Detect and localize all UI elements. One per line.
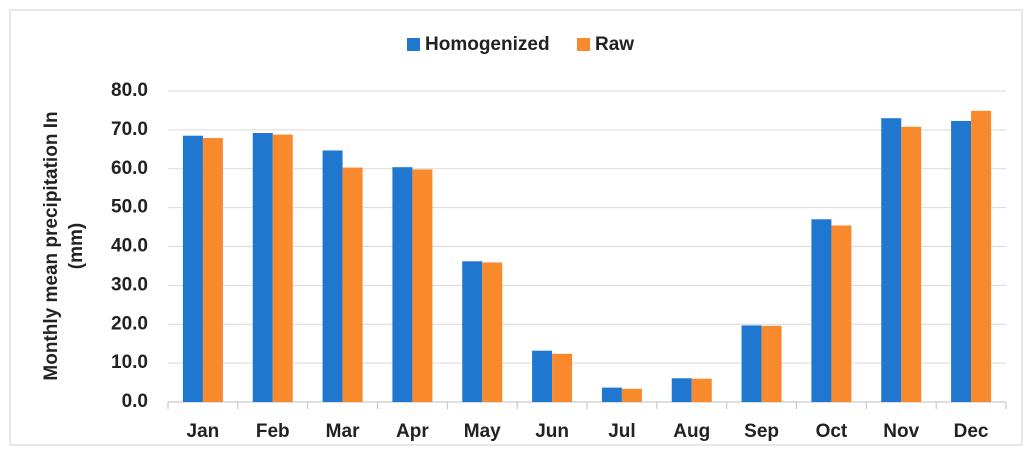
bar bbox=[412, 169, 433, 402]
legend-label: Homogenized bbox=[425, 34, 550, 55]
x-tick-label: Jan bbox=[187, 421, 220, 442]
bar bbox=[252, 132, 273, 403]
bar bbox=[552, 353, 573, 402]
bar bbox=[621, 388, 642, 402]
x-tick-label: Feb bbox=[256, 421, 290, 442]
bar bbox=[601, 387, 622, 402]
x-tick-label: Aug bbox=[673, 421, 710, 442]
x-tick-label: Oct bbox=[816, 421, 848, 442]
y-tick-label: 10.0 bbox=[111, 352, 148, 373]
x-tick-label: Dec bbox=[954, 421, 989, 442]
bar bbox=[901, 126, 922, 402]
bar bbox=[671, 378, 692, 402]
chart-border bbox=[9, 9, 1023, 446]
legend-swatch bbox=[577, 38, 590, 51]
y-axis-label: (mm) bbox=[66, 223, 87, 269]
bar bbox=[532, 350, 553, 402]
y-tick-label: 0.0 bbox=[122, 391, 148, 412]
x-tick-label: Jul bbox=[608, 421, 635, 442]
bar bbox=[741, 325, 762, 402]
x-tick-label: Jun bbox=[535, 421, 569, 442]
bar bbox=[392, 167, 413, 402]
bar bbox=[691, 378, 712, 402]
bar bbox=[811, 219, 832, 402]
bar bbox=[182, 135, 203, 403]
bar bbox=[322, 150, 343, 402]
x-tick-label: Mar bbox=[326, 421, 360, 442]
bar bbox=[482, 262, 503, 402]
y-tick-label: 40.0 bbox=[111, 236, 148, 257]
bar bbox=[951, 120, 972, 402]
y-tick-label: 80.0 bbox=[111, 80, 148, 101]
bar bbox=[971, 110, 992, 403]
y-axis-label: Monthly mean precipitation In bbox=[41, 111, 62, 380]
y-tick-label: 70.0 bbox=[111, 119, 148, 140]
bar bbox=[831, 225, 852, 402]
bar bbox=[342, 167, 363, 402]
bar bbox=[202, 138, 223, 402]
bar bbox=[272, 134, 293, 403]
legend-swatch bbox=[407, 38, 420, 51]
legend-label: Raw bbox=[595, 34, 634, 55]
y-tick-label: 50.0 bbox=[111, 197, 148, 218]
x-tick-label: May bbox=[464, 421, 501, 442]
bar bbox=[462, 261, 483, 402]
x-tick-label: Sep bbox=[744, 421, 779, 442]
bar bbox=[761, 325, 782, 402]
y-tick-label: 30.0 bbox=[111, 274, 148, 295]
y-tick-label: 60.0 bbox=[111, 158, 148, 179]
x-tick-label: Apr bbox=[396, 421, 429, 442]
bar bbox=[881, 118, 902, 403]
x-tick-label: Nov bbox=[883, 421, 919, 442]
y-tick-label: 20.0 bbox=[111, 313, 148, 334]
